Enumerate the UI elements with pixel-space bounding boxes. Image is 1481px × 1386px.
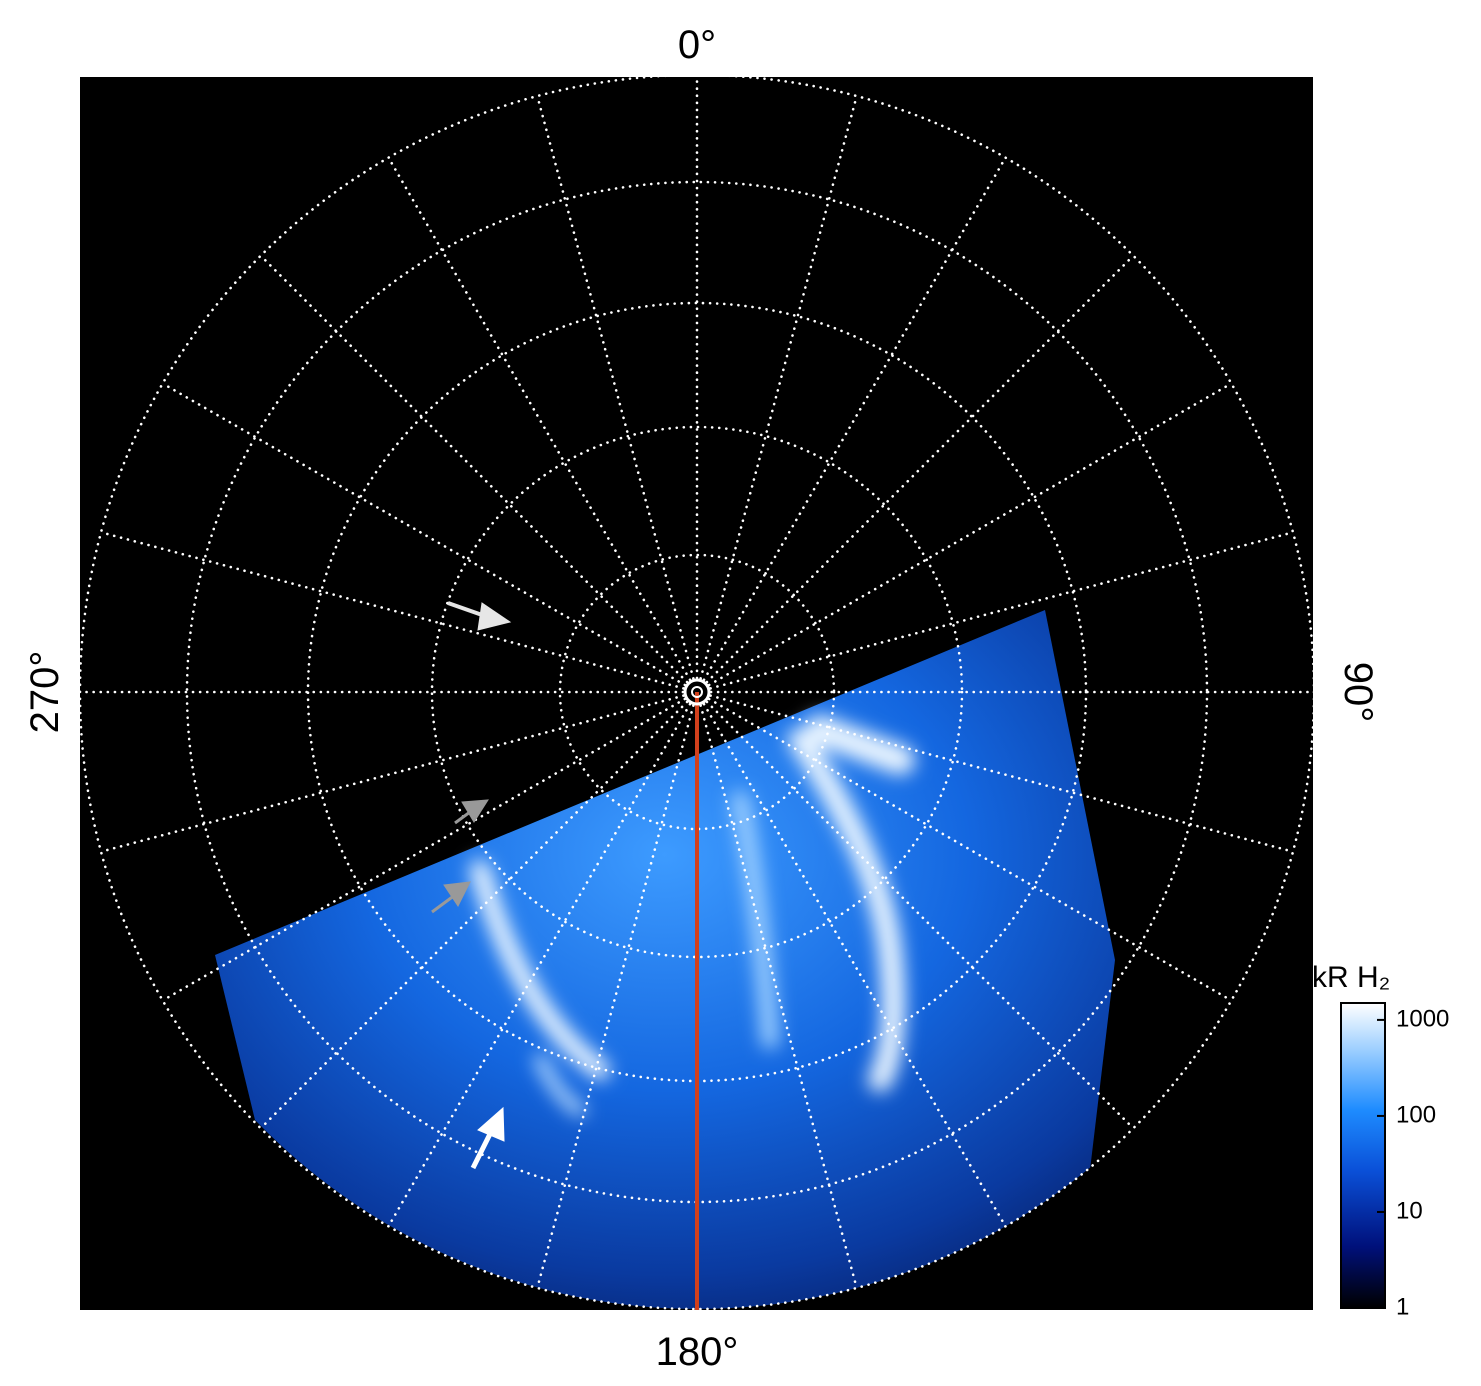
- meridian: [699, 94, 858, 680]
- aurora: [215, 610, 1115, 1309]
- aurora-arcs: [470, 715, 915, 1116]
- colorbar: [1340, 1002, 1386, 1309]
- arrow: [470, 1106, 505, 1170]
- angle-label-bottom: 180°: [656, 1330, 739, 1374]
- latitude-circle: [430, 425, 964, 959]
- colorbar-tick-label: 10: [1396, 1197, 1423, 1224]
- pole-marker-inner: [691, 686, 703, 698]
- meridian: [259, 700, 689, 1130]
- colorbar-ticks: 1 10 100 1000: [1377, 1005, 1449, 1320]
- meridian: [99, 531, 685, 690]
- arrow: [447, 601, 512, 631]
- meridian: [259, 254, 689, 684]
- meridian: [702, 156, 1007, 682]
- colorbar-tick-label: 1000: [1396, 1005, 1449, 1032]
- meridian: [705, 254, 1135, 684]
- latitude-circle: [558, 553, 836, 831]
- meridian: [705, 700, 1135, 1130]
- angle-label-right: 90°: [1336, 662, 1380, 723]
- meridian: [536, 94, 695, 680]
- meridian: [387, 156, 692, 682]
- arrow: [454, 799, 489, 825]
- aurora-region: [215, 610, 1115, 1309]
- meridian: [387, 702, 692, 1228]
- meridian: [699, 704, 858, 1290]
- meridian: [536, 704, 695, 1290]
- meridian: [161, 697, 687, 1002]
- meridian: [99, 694, 685, 853]
- meridian: [707, 697, 1233, 1002]
- pole-marker: [683, 678, 711, 706]
- angle-label-left: 270°: [23, 651, 67, 734]
- colorbar-tick-label: 100: [1396, 1101, 1436, 1128]
- meridian: [709, 694, 1295, 853]
- meridian: [709, 531, 1295, 690]
- meridian: [707, 382, 1233, 687]
- colorbar-title: kR H₂: [1312, 961, 1390, 994]
- colorbar-tick-label: 1: [1396, 1293, 1409, 1320]
- meridian: [161, 382, 687, 687]
- angle-label-top: 0°: [678, 23, 716, 67]
- meridian: [702, 702, 1007, 1228]
- arrows: [431, 601, 512, 1170]
- latitude-circle: [78, 73, 1316, 1311]
- arrow: [431, 881, 471, 914]
